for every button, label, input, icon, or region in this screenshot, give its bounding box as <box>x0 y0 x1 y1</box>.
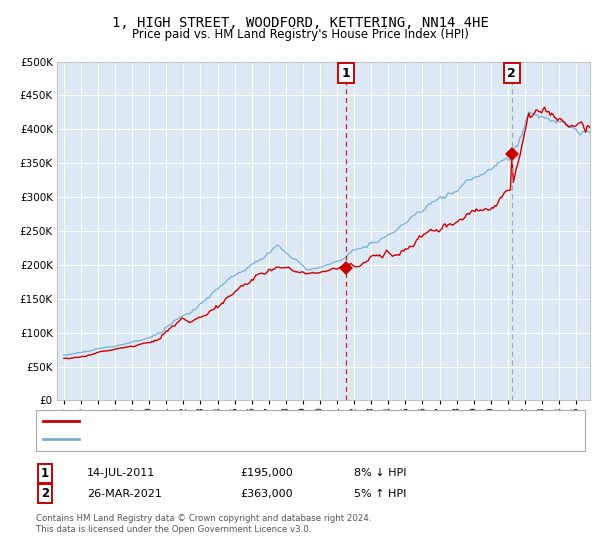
Text: 1, HIGH STREET, WOODFORD, KETTERING, NN14 4HE: 1, HIGH STREET, WOODFORD, KETTERING, NN1… <box>112 16 488 30</box>
Text: 5% ↑ HPI: 5% ↑ HPI <box>354 489 406 499</box>
Text: 14-JUL-2011: 14-JUL-2011 <box>87 468 155 478</box>
Text: 8% ↓ HPI: 8% ↓ HPI <box>354 468 407 478</box>
Text: 1: 1 <box>41 466 49 480</box>
Text: 2: 2 <box>41 487 49 501</box>
Text: Price paid vs. HM Land Registry's House Price Index (HPI): Price paid vs. HM Land Registry's House … <box>131 28 469 41</box>
Text: HPI: Average price, detached house, North Northamptonshire: HPI: Average price, detached house, Nort… <box>87 435 393 444</box>
Text: 1: 1 <box>342 67 350 80</box>
Text: £195,000: £195,000 <box>240 468 293 478</box>
Text: Contains HM Land Registry data © Crown copyright and database right 2024.: Contains HM Land Registry data © Crown c… <box>36 514 371 523</box>
Text: 2: 2 <box>508 67 516 80</box>
Text: £363,000: £363,000 <box>240 489 293 499</box>
Text: 26-MAR-2021: 26-MAR-2021 <box>87 489 162 499</box>
Text: This data is licensed under the Open Government Licence v3.0.: This data is licensed under the Open Gov… <box>36 525 311 534</box>
Text: 1, HIGH STREET, WOODFORD, KETTERING, NN14 4HE (detached house): 1, HIGH STREET, WOODFORD, KETTERING, NN1… <box>87 417 443 426</box>
